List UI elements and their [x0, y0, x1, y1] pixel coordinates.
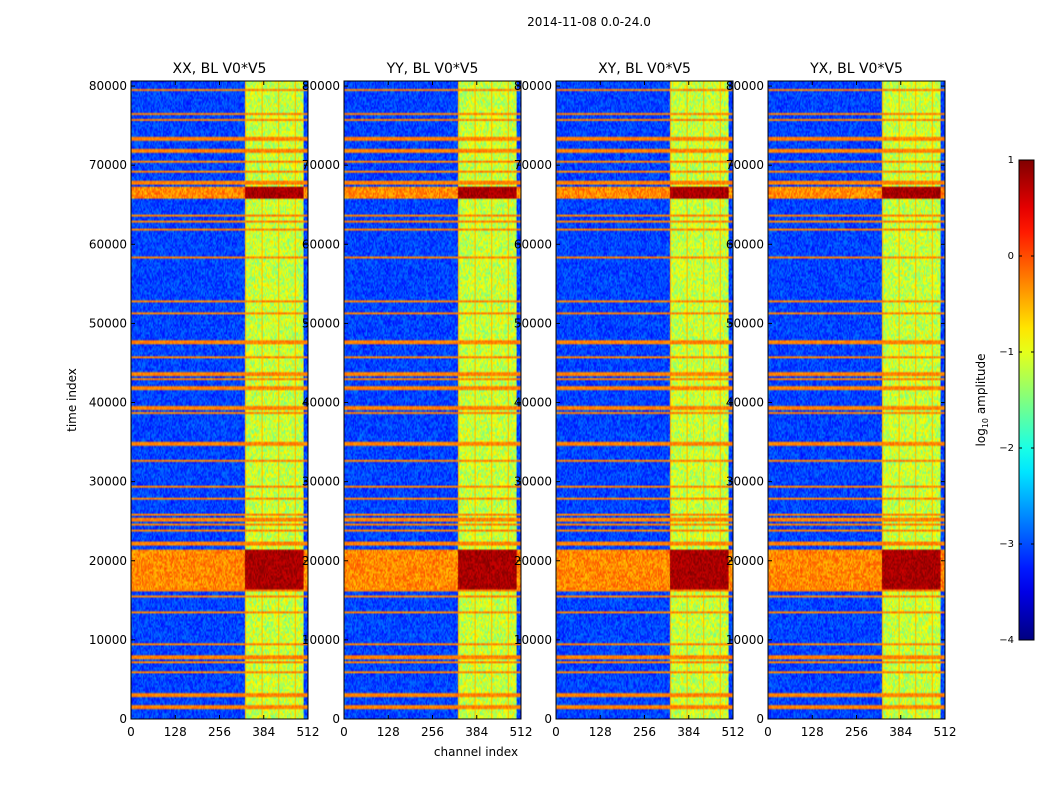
x-tick-label: 0 [127, 725, 135, 739]
x-tick-label: 512 [934, 725, 957, 739]
colorbar-tick-label: −1 [999, 347, 1014, 358]
heatmap-image [768, 81, 945, 719]
y-tick-label: 30000 [514, 475, 552, 489]
figure-title: 2014-11-08 0.0-24.0 [527, 15, 651, 29]
x-tick-label: 256 [633, 725, 656, 739]
heatmap-image [131, 81, 308, 719]
colorbar-gradient [1018, 159, 1035, 641]
heatmap-panel: YY, BL V0*V5 0 128 256 384 512 0 10000 20000 3000… [302, 61, 533, 739]
colorbar-tick-label: 1 [1008, 155, 1014, 166]
x-tick-label: 128 [164, 725, 187, 739]
panel-title: XY, BL V0*V5 [598, 61, 691, 77]
y-tick-label: 0 [332, 712, 340, 726]
x-tick-label: 0 [340, 725, 348, 739]
y-tick-label: 10000 [302, 633, 340, 647]
x-tick-label: 512 [722, 725, 745, 739]
x-tick-label: 0 [552, 725, 560, 739]
x-tick-label: 128 [377, 725, 400, 739]
colorbar-tick-label: 0 [1008, 251, 1014, 262]
y-tick-label: 30000 [89, 475, 127, 489]
x-tick-label: 256 [421, 725, 444, 739]
y-tick-label: 60000 [302, 237, 340, 251]
y-tick-label: 30000 [726, 475, 764, 489]
y-tick-label: 0 [119, 712, 127, 726]
y-tick-label: 20000 [89, 554, 127, 568]
y-tick-label: 10000 [89, 633, 127, 647]
y-tick-label: 20000 [726, 554, 764, 568]
panel-title: YY, BL V0*V5 [386, 61, 479, 77]
colorbar-label: log10 amplitude [974, 354, 990, 447]
panel-title: YX, BL V0*V5 [809, 61, 903, 77]
y-tick-label: 40000 [726, 396, 764, 410]
colorbar-label-suffix: amplitude [974, 354, 988, 418]
y-tick-label: 70000 [514, 158, 552, 172]
y-tick-label: 10000 [726, 633, 764, 647]
y-tick-label: 20000 [302, 554, 340, 568]
x-tick-label: 128 [801, 725, 824, 739]
y-tick-label: 80000 [89, 79, 127, 93]
heatmap-panel: YX, BL V0*V5 0 128 256 384 512 0 10000 20000 3000… [726, 61, 957, 739]
colorbar-label-prefix: log [974, 428, 988, 446]
x-tick-label: 384 [677, 725, 700, 739]
y-tick-label: 70000 [726, 158, 764, 172]
colorbar-tick-label: −4 [999, 635, 1014, 646]
panel-title: XX, BL V0*V5 [173, 61, 267, 77]
y-tick-label: 60000 [726, 237, 764, 251]
x-tick-label: 256 [208, 725, 231, 739]
heatmap-image [344, 81, 521, 719]
y-tick-label: 60000 [89, 237, 127, 251]
colorbar-tick-label: −2 [999, 443, 1014, 454]
x-tick-label: 0 [764, 725, 772, 739]
y-tick-label: 60000 [514, 237, 552, 251]
heatmap-panel: XY, BL V0*V5 0 128 256 384 512 0 10000 20000 3000… [514, 61, 745, 739]
x-tick-label: 128 [589, 725, 612, 739]
y-tick-label: 40000 [89, 396, 127, 410]
colorbar: −4 −3 −2 −1 0 1 log10 amplitude [974, 155, 1035, 646]
y-tick-label: 10000 [514, 633, 552, 647]
x-tick-label: 384 [465, 725, 488, 739]
heatmap-image [556, 81, 733, 719]
y-tick-label: 0 [756, 712, 764, 726]
y-tick-label: 50000 [726, 316, 764, 330]
y-axis-label: time index [65, 368, 79, 432]
x-tick-label: 384 [252, 725, 275, 739]
colorbar-tick-label: −3 [999, 539, 1014, 550]
colorbar-label-subscript: 10 [981, 418, 990, 428]
y-tick-label: 40000 [514, 396, 552, 410]
y-tick-label: 50000 [302, 316, 340, 330]
y-tick-label: 40000 [302, 396, 340, 410]
y-tick-label: 20000 [514, 554, 552, 568]
y-tick-label: 70000 [89, 158, 127, 172]
x-axis-label: channel index [434, 745, 518, 759]
y-tick-label: 80000 [726, 79, 764, 93]
x-tick-label: 384 [889, 725, 912, 739]
y-tick-label: 80000 [302, 79, 340, 93]
x-tick-label: 512 [510, 725, 533, 739]
y-tick-label: 50000 [89, 316, 127, 330]
heatmap-panels: XX, BL V0*V5 0 128 256 384 512 0 10000 20000 3000… [89, 61, 957, 739]
y-tick-label: 0 [544, 712, 552, 726]
x-tick-label: 256 [845, 725, 868, 739]
heatmap-panel: XX, BL V0*V5 0 128 256 384 512 0 10000 20000 3000… [89, 61, 320, 739]
y-tick-label: 70000 [302, 158, 340, 172]
y-tick-label: 80000 [514, 79, 552, 93]
y-tick-label: 50000 [514, 316, 552, 330]
x-tick-label: 512 [297, 725, 320, 739]
y-tick-label: 30000 [302, 475, 340, 489]
